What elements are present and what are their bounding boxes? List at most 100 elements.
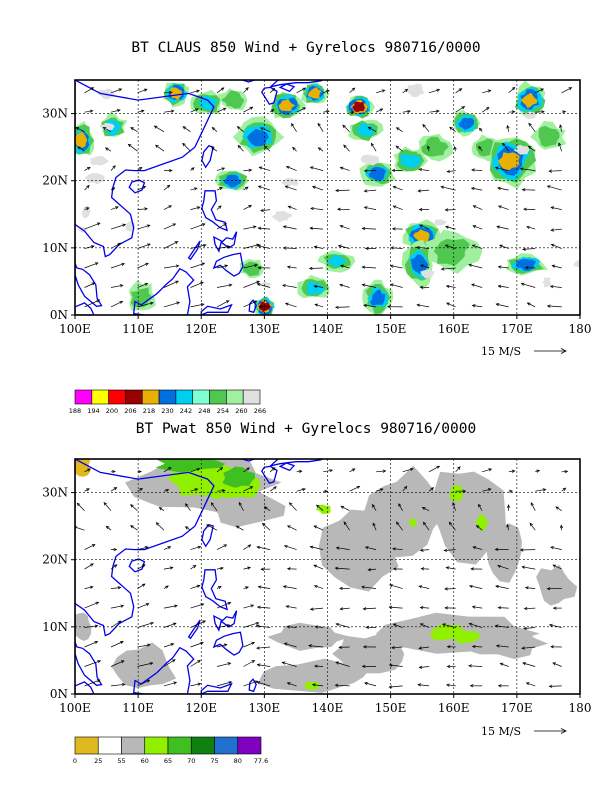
wind-arrow-head [113, 487, 118, 491]
wind-arrow-head [314, 664, 318, 668]
wind-arrow-head [169, 168, 173, 173]
wind-arrow [237, 126, 244, 132]
wind-arrow [137, 186, 146, 191]
wind-arrow-head [302, 487, 306, 492]
wind-arrow-head [256, 280, 261, 284]
wind-arrow [368, 126, 377, 133]
wind-arrow [495, 585, 509, 589]
wind-arrow-head [223, 643, 228, 647]
wind-arrow-head [197, 545, 202, 549]
wind-arrow-head [119, 284, 124, 288]
wind-arrow [500, 663, 509, 667]
wind-arrow [259, 305, 271, 308]
wind-arrow [190, 108, 199, 113]
wind-arrow-head [472, 546, 477, 550]
wind-arrow [561, 87, 572, 94]
wind-arrow-head [356, 485, 361, 489]
wind-arrow [523, 627, 536, 629]
wind-arrow-head [421, 507, 426, 511]
wind-arrow [340, 607, 350, 610]
pwat-region [332, 633, 405, 674]
wind-arrow-head [237, 144, 242, 149]
wind-arrow [393, 186, 403, 191]
wind-arrow-head [263, 506, 268, 510]
x-tick-label: 180 [569, 701, 592, 715]
wind-arrow-head [389, 583, 393, 588]
wind-arrow-head [121, 262, 126, 266]
wind-arrow [498, 205, 509, 210]
wind-arrow [375, 89, 385, 94]
x-tick-label: 110E [122, 322, 154, 336]
wind-arrow [522, 566, 536, 570]
wind-arrow-head [530, 502, 534, 506]
wind-arrow [472, 244, 483, 249]
cloud-cell [498, 152, 520, 172]
wind-arrow-head [254, 263, 258, 267]
wind-arrow-head [522, 247, 526, 251]
wind-arrow-head [260, 208, 264, 213]
wind-arrow-head [150, 621, 154, 625]
wind-arrow-head [392, 567, 397, 571]
wind-arrow [190, 223, 206, 230]
cloud-cell [538, 125, 560, 148]
wind-arrow-head [94, 262, 99, 266]
coastline [268, 80, 324, 88]
wind-arrow [368, 568, 377, 571]
wind-arrow-head [416, 245, 420, 250]
wind-arrow-head [286, 625, 291, 629]
wind-arrow-head [227, 602, 232, 606]
wind-arrow [84, 544, 96, 550]
wind-arrow [243, 186, 249, 191]
wind-arrow [137, 243, 151, 249]
wind-arrow-head [422, 123, 426, 128]
x-tick-label: 130E [249, 701, 281, 715]
wind-arrow-head [338, 645, 343, 649]
wind-arrow-head [362, 645, 367, 649]
wind-arrow-head [361, 283, 366, 287]
colorbar-swatch [108, 389, 126, 405]
wind-arrow-head [228, 681, 233, 685]
wind-arrow-head [228, 283, 233, 287]
wind-arrow [243, 205, 252, 210]
wind-arrow [419, 646, 430, 649]
colorbar-label: 80 [234, 757, 242, 765]
wind-arrow-head [562, 487, 567, 491]
wind-arrow-head [167, 546, 172, 550]
wind-arrow-head [257, 244, 261, 248]
wind-arrow [163, 185, 170, 191]
graticule [75, 80, 580, 315]
wind-arrow [137, 110, 144, 113]
wind-arrow [389, 584, 403, 589]
cloud-cell [75, 132, 88, 148]
coastline [241, 459, 257, 462]
wind-arrow-head [117, 586, 122, 590]
wind-arrow [110, 284, 123, 288]
wind-arrow-head [363, 206, 368, 210]
wind-arrow [469, 585, 483, 589]
wind-arrow-head [89, 585, 94, 589]
wind-arrow [318, 147, 324, 152]
wind-arrow [284, 643, 297, 648]
colorbar-label: 266 [254, 407, 266, 415]
x-tick-label: 140E [312, 322, 344, 336]
wind-arrow-head [559, 524, 564, 529]
wind-arrow-head [488, 468, 493, 472]
wind-arrow [376, 470, 386, 473]
wind-arrow [559, 124, 563, 132]
wind-arrow-head [141, 564, 146, 568]
reference-vector-head [560, 728, 567, 734]
wind-arrow-head [91, 544, 96, 548]
wind-arrow-head [263, 145, 268, 149]
wind-arrow [507, 125, 510, 132]
x-tick-label: 180 [569, 322, 592, 336]
wind-arrow-head [471, 304, 476, 308]
wind-arrow-head [256, 605, 261, 609]
wind-arrow-head [418, 168, 423, 172]
wind-arrow [211, 147, 218, 152]
colorbar-label: 55 [117, 757, 125, 765]
wind-arrow-head [309, 607, 314, 611]
wind-arrow [190, 642, 204, 648]
wind-arrow-head [523, 606, 528, 611]
y-tick-label: 20N [42, 553, 68, 567]
wind-arrow-head [197, 659, 201, 664]
